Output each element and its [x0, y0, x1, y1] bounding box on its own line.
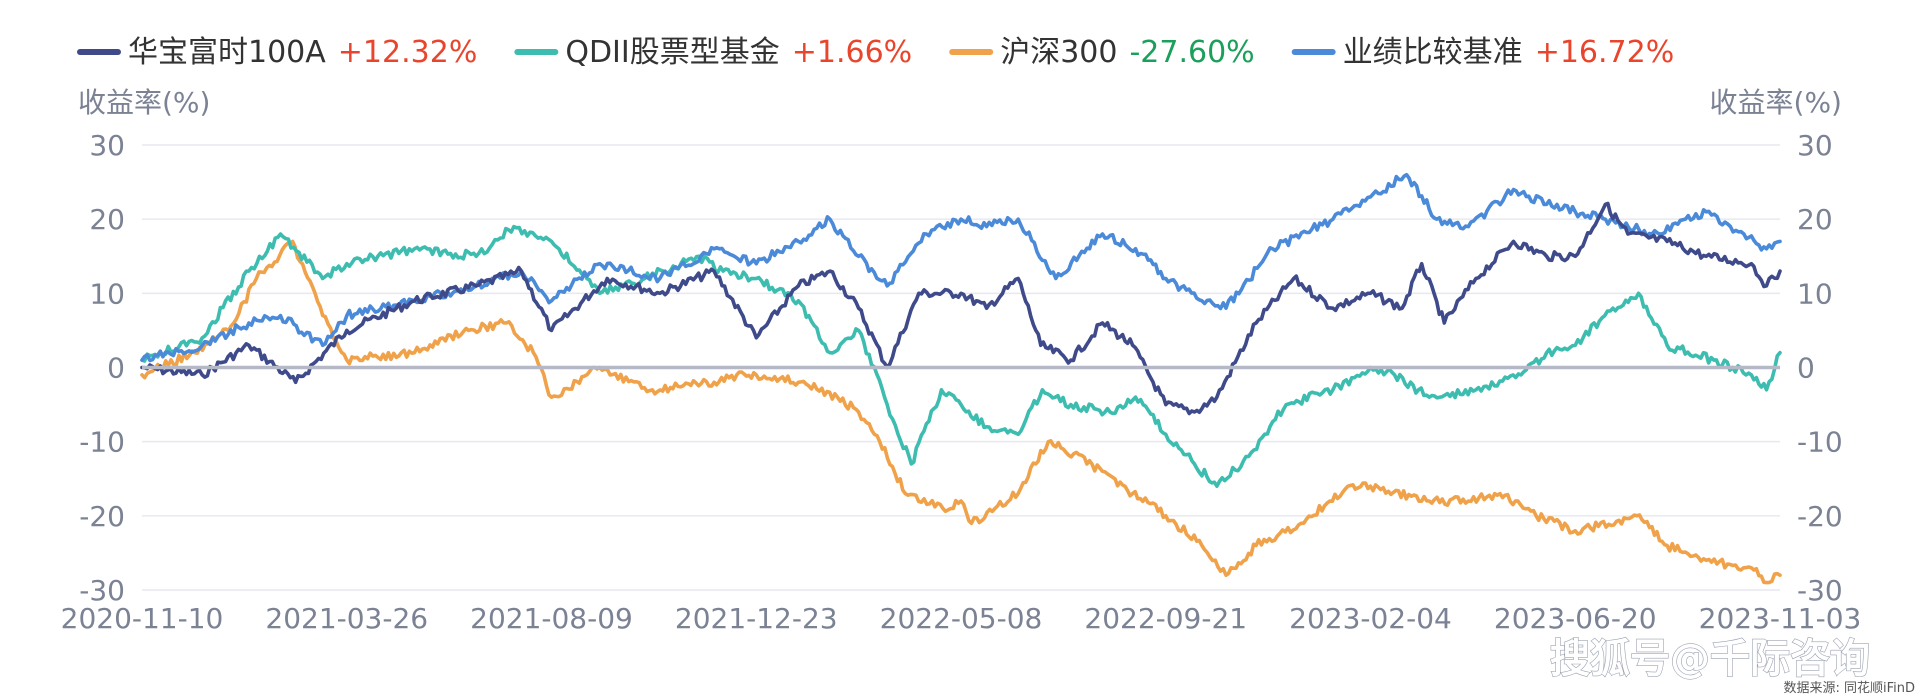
- x-tick: 2022-09-21: [1084, 602, 1247, 635]
- y-tick-left: 10: [89, 277, 125, 310]
- x-tick: 2021-08-09: [470, 602, 633, 635]
- series-line: [140, 201, 1782, 416]
- legend: 华宝富时100A +12.32% QDII股票型基金 +1.66% 沪深300 -27.6…: [77, 35, 1675, 70]
- y-tick-right: 20: [1797, 203, 1833, 236]
- y-tick-left: -10: [79, 426, 125, 459]
- x-tick: 2023-06-20: [1494, 602, 1657, 635]
- series-line: [140, 172, 1782, 363]
- y-tick-left: 20: [89, 203, 125, 236]
- y-tick-right: -30: [1797, 574, 1843, 607]
- legend-series-name: 业绩比较基准: [1343, 35, 1523, 70]
- x-tick: 2022-05-08: [880, 602, 1043, 635]
- series-line: [140, 224, 1782, 488]
- x-tick: 2021-12-23: [675, 602, 838, 635]
- x-tick: 2020-11-10: [61, 602, 224, 635]
- y-tick-left: -30: [79, 574, 125, 607]
- y-axis-title-left: 收益率(%): [78, 86, 210, 119]
- series-lines: [140, 172, 1782, 585]
- x-ticks: 2020-11-10 2021-03-26 2021-08-09 2021-12-23…: [61, 602, 1862, 635]
- legend-series-name: 沪深300: [1000, 35, 1117, 70]
- legend-series-change: +12.32%: [338, 35, 478, 70]
- x-tick: 2023-11-03: [1699, 602, 1862, 635]
- y-tick-left: -20: [79, 500, 125, 533]
- y-tick-left: 30: [89, 129, 125, 162]
- legend-series-change: +1.66%: [792, 35, 912, 70]
- legend-series-name: 华宝富时100A: [128, 35, 326, 70]
- x-tick: 2023-02-04: [1289, 602, 1452, 635]
- watermark: 搜狐号@千际咨询: [1550, 636, 1870, 682]
- y-tick-right: 0: [1797, 352, 1815, 385]
- y-tick-left: 0: [107, 352, 125, 385]
- y-axis-title-right: 收益率(%): [1710, 86, 1842, 119]
- series-line: [140, 239, 1782, 585]
- y-ticks-right: 30 20 10 0 -10 -20 -30: [1797, 129, 1843, 607]
- y-tick-right: -10: [1797, 426, 1843, 459]
- y-tick-right: 10: [1797, 277, 1833, 310]
- x-tick: 2021-03-26: [265, 602, 428, 635]
- y-tick-right: 30: [1797, 129, 1833, 162]
- y-tick-right: -20: [1797, 500, 1843, 533]
- source-note: 数据来源: 同花顺iFinD: [1783, 680, 1915, 696]
- legend-series-change: -27.60%: [1129, 35, 1254, 70]
- y-ticks-left: 30 20 10 0 -10 -20 -30: [79, 129, 125, 607]
- legend-series-name: QDII股票型基金: [565, 35, 779, 70]
- legend-series-change: +16.72%: [1535, 35, 1675, 70]
